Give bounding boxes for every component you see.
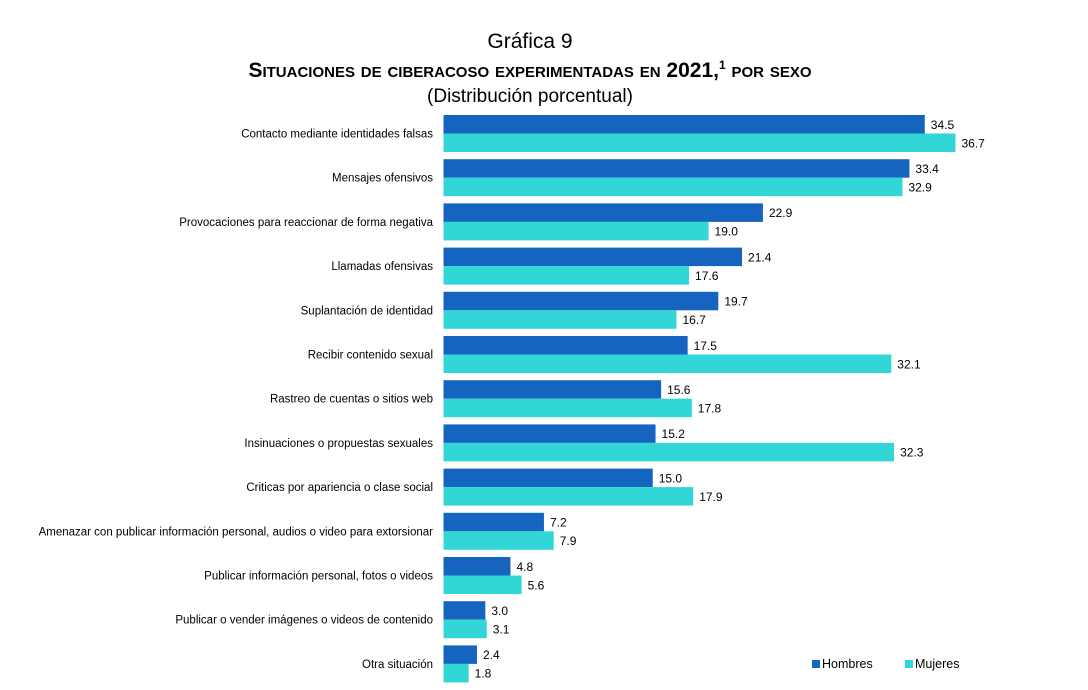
chart-title-text: Situaciones de ciberacoso experimentadas… bbox=[248, 59, 661, 82]
data-label: 15.2 bbox=[662, 427, 686, 441]
legend-swatch-hombres bbox=[812, 660, 820, 668]
data-label: 19.7 bbox=[724, 295, 748, 309]
data-label: 21.4 bbox=[748, 250, 772, 264]
data-label: 17.5 bbox=[694, 339, 718, 353]
data-label: 5.6 bbox=[528, 578, 545, 592]
bar-hombres bbox=[443, 468, 653, 488]
legend-swatch-mujeres bbox=[905, 660, 913, 668]
data-label: 7.2 bbox=[550, 516, 567, 530]
data-label: 32.3 bbox=[900, 446, 924, 460]
data-label: 7.9 bbox=[560, 534, 577, 548]
category-label: Publicar información personal, fotos o v… bbox=[204, 571, 433, 583]
category-label: Publicar o vender imágenes o videos de c… bbox=[175, 615, 433, 627]
data-label: 17.8 bbox=[698, 401, 722, 415]
bar-hombres bbox=[443, 512, 544, 532]
data-label: 15.6 bbox=[667, 383, 691, 397]
bar-mujeres bbox=[443, 354, 892, 373]
bar-mujeres bbox=[443, 442, 895, 462]
category-label: Rastreo de cuentas o sitios web bbox=[270, 394, 433, 406]
chart-title-footnote-mark: 1 bbox=[718, 58, 726, 72]
data-label: 3.1 bbox=[493, 622, 510, 636]
data-label: 16.7 bbox=[682, 313, 706, 327]
category-label: Provocaciones para reaccionar de forma n… bbox=[179, 217, 433, 229]
bar-hombres bbox=[443, 424, 656, 443]
bar-hombres bbox=[443, 557, 511, 576]
bar-mujeres bbox=[443, 310, 677, 329]
category-label: Suplantación de identidad bbox=[301, 305, 433, 317]
bar-mujeres bbox=[443, 663, 469, 683]
chart-title: Situaciones de ciberacoso experimentadas… bbox=[0, 59, 1060, 83]
category-label: Otra situación bbox=[362, 659, 433, 671]
bar-mujeres bbox=[443, 575, 522, 594]
bar-hombres bbox=[443, 601, 486, 620]
data-label: 32.9 bbox=[908, 180, 932, 194]
category-label: Mensajes ofensivos bbox=[332, 173, 433, 185]
chart-title-suffix: por sexo bbox=[731, 59, 812, 82]
category-label: Criticas por apariencia o clase social bbox=[246, 482, 433, 494]
data-label: 2.4 bbox=[483, 648, 500, 662]
category-label: Llamadas ofensivas bbox=[331, 261, 433, 273]
bar-hombres bbox=[443, 115, 925, 134]
category-label: Insinuaciones o propuestas sexuales bbox=[244, 438, 433, 450]
bar-mujeres bbox=[443, 177, 903, 197]
bar-hombres bbox=[443, 645, 477, 664]
data-label: 19.0 bbox=[715, 225, 739, 239]
bar-mujeres bbox=[443, 266, 690, 285]
bar-hombres bbox=[443, 380, 662, 399]
chart-supertitle: Gráfica 9 bbox=[487, 30, 573, 53]
bar-hombres bbox=[443, 291, 719, 311]
bar-mujeres bbox=[443, 133, 956, 152]
bar-hombres bbox=[443, 247, 743, 267]
data-label: 15.0 bbox=[659, 471, 683, 485]
legend-label-mujeres: Mujeres bbox=[915, 657, 959, 671]
data-label: 36.7 bbox=[961, 136, 985, 150]
data-label: 33.4 bbox=[915, 162, 939, 176]
category-label: Contacto mediante identidades falsas bbox=[241, 129, 433, 141]
data-label: 17.6 bbox=[695, 269, 719, 283]
bar-mujeres bbox=[443, 221, 709, 241]
chart-title-year: 2021, bbox=[666, 59, 719, 82]
data-label: 1.8 bbox=[475, 667, 492, 681]
data-label: 32.1 bbox=[897, 357, 921, 371]
chart-subtitle: (Distribución porcentual) bbox=[427, 86, 633, 107]
data-label: 34.5 bbox=[931, 118, 955, 132]
bar-hombres bbox=[443, 336, 688, 355]
data-label: 4.8 bbox=[516, 560, 533, 574]
data-label: 17.9 bbox=[699, 490, 723, 504]
bar-hombres bbox=[443, 203, 763, 222]
bar-mujeres bbox=[443, 619, 487, 639]
data-label: 3.0 bbox=[491, 604, 508, 618]
data-label: 22.9 bbox=[769, 206, 793, 220]
legend-label-hombres: Hombres bbox=[822, 657, 873, 671]
category-label: Amenazar con publicar información person… bbox=[39, 526, 434, 538]
bar-hombres bbox=[443, 159, 910, 178]
bar-mujeres bbox=[443, 487, 694, 506]
bar-mujeres bbox=[443, 398, 692, 418]
bar-mujeres bbox=[443, 531, 554, 550]
category-label: Recibir contenido sexual bbox=[308, 350, 433, 362]
